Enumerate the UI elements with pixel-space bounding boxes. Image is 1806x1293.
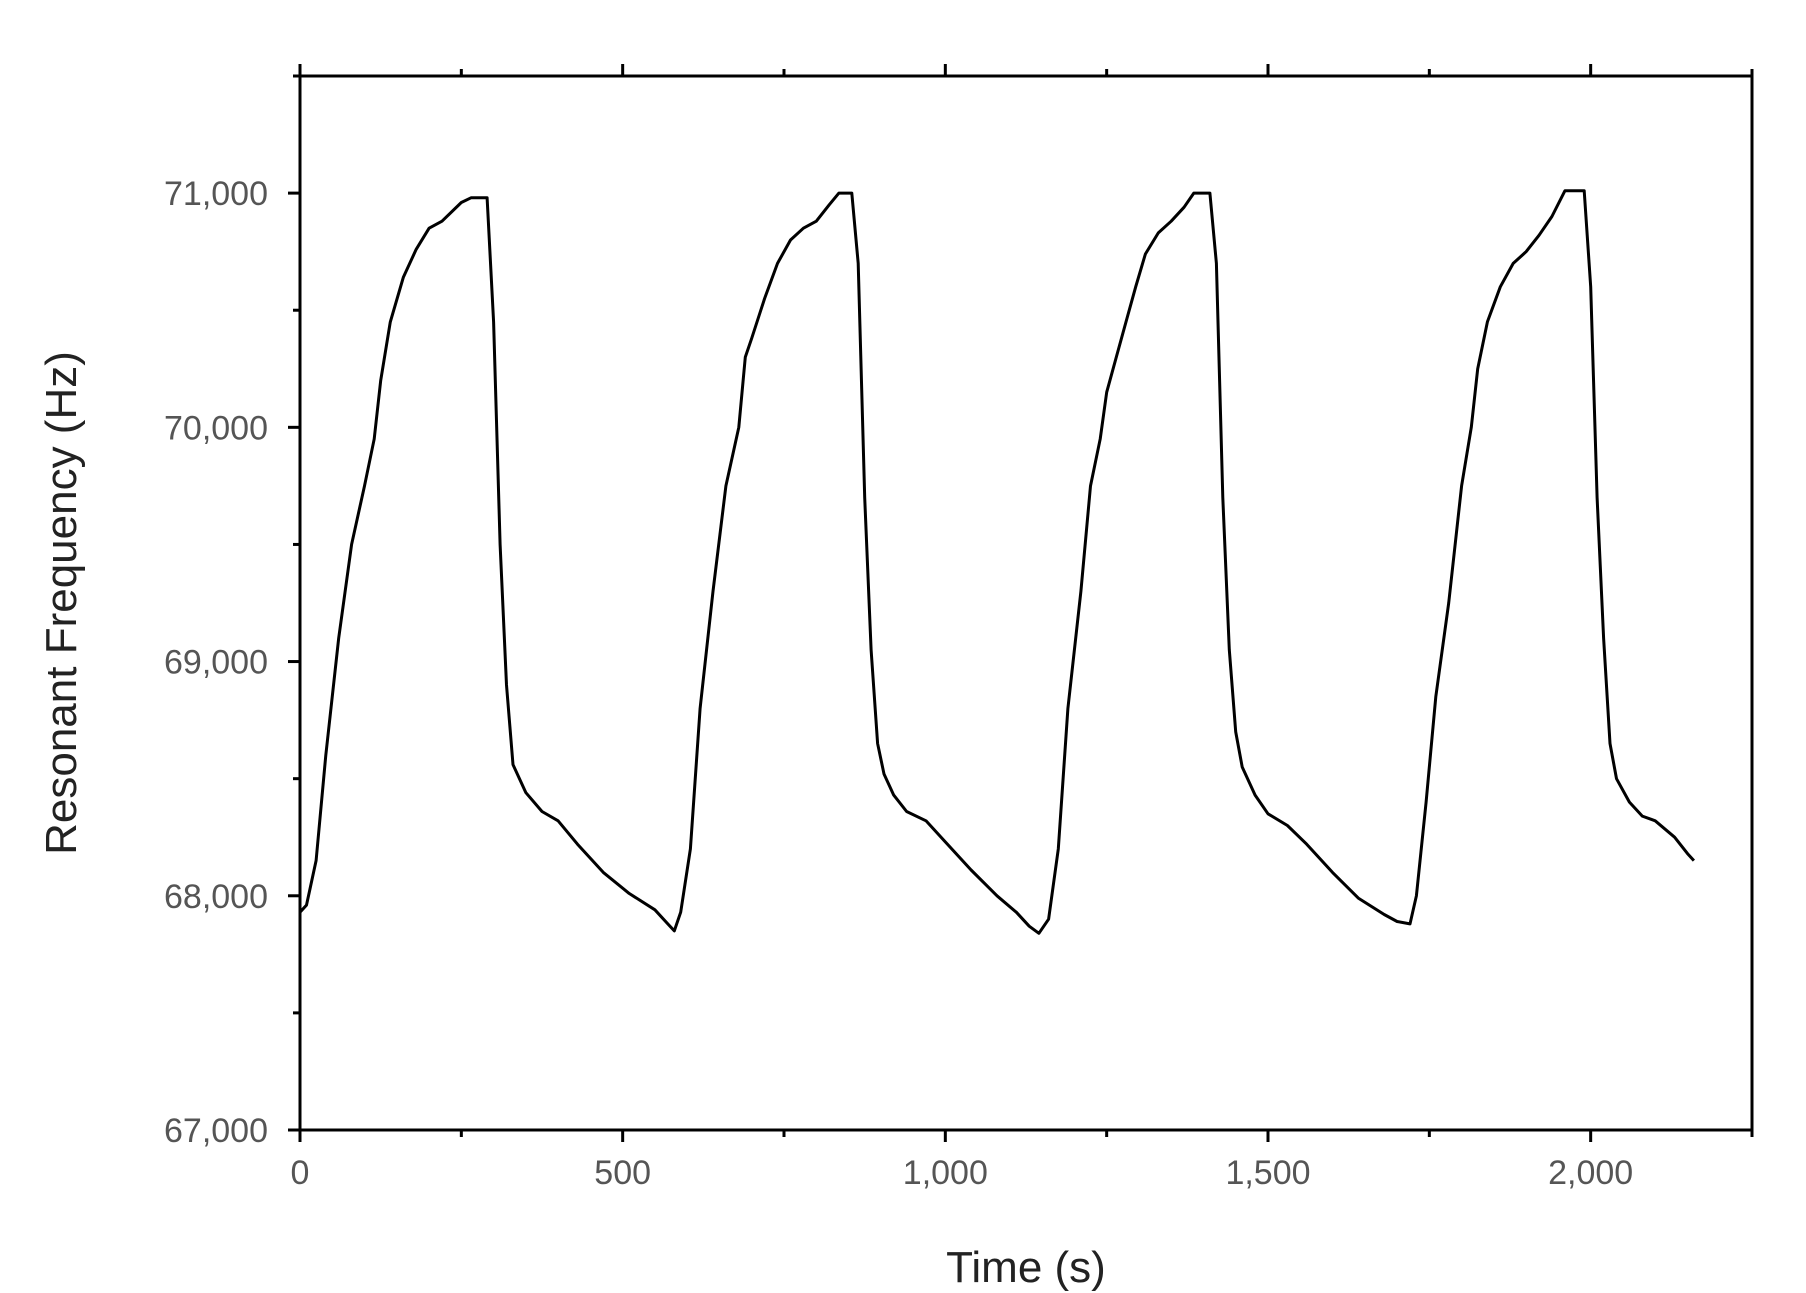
y-tick-label: 71,000 [164, 175, 268, 213]
y-axis-title: Resonant Frequency (Hz) [37, 351, 86, 855]
x-tick-label: 500 [594, 1154, 651, 1192]
x-tick-label: 1,000 [903, 1154, 988, 1192]
x-tick-label: 2,000 [1548, 1154, 1633, 1192]
tick-labels: 0 500 1,000 1,500 2,000 67,000 68,000 69,000 70,… [164, 175, 1633, 1192]
series-line [298, 189, 1696, 935]
y-tick-label: 70,000 [164, 409, 268, 447]
y-tick-label: 69,000 [164, 644, 268, 682]
series-group [298, 189, 1696, 935]
y-tick-label: 67,000 [164, 1112, 268, 1150]
x-tick-label: 1,500 [1225, 1154, 1310, 1192]
plot-frame [298, 74, 1754, 1132]
y-tick-label: 68,000 [164, 878, 268, 916]
x-tick-label: 0 [291, 1154, 310, 1192]
x-axis-title: Time (s) [946, 1243, 1106, 1292]
